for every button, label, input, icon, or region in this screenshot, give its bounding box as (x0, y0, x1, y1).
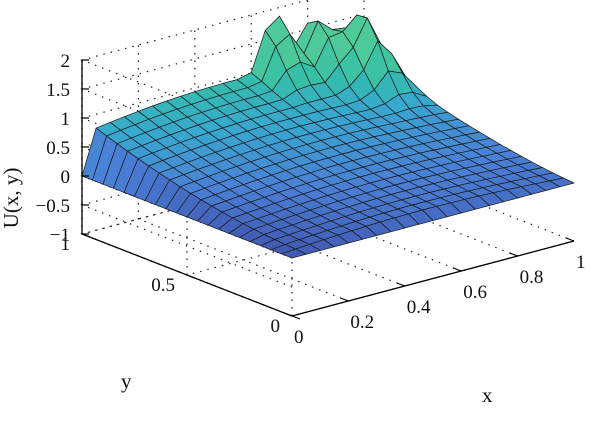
x-tick-5 (565, 237, 575, 242)
x-tick-label: 0.6 (463, 282, 487, 303)
x-tick-label: 0.2 (350, 312, 374, 333)
y-tick-label: 0.5 (151, 275, 175, 296)
z-tick-label: 1.5 (46, 80, 70, 101)
surface-mesh (81, 14, 575, 259)
tick-labels: −1 −0.5 0 0.5 1 1.5 2 0 0.5 1 0 0.2 0.4 0.6 0.8 1 (36, 51, 586, 348)
x-tick-4 (509, 252, 518, 257)
z-tick-label: 2 (61, 51, 71, 72)
x-tick-3 (452, 267, 462, 272)
grid-line-x-1 (137, 45, 349, 302)
z-tick-label: 0 (61, 167, 71, 188)
y-tick-2 (81, 233, 91, 238)
y-tick-label: 1 (61, 234, 71, 255)
y-tick-label: 0 (271, 316, 281, 337)
surface-face-0-0 (281, 248, 307, 259)
y-axis-label: y (121, 369, 132, 393)
z-axis-label: U(x, y) (0, 168, 23, 229)
x-tick-label: 0.4 (407, 297, 431, 318)
x-axis-line (291, 240, 575, 317)
z-tick-label: −0.5 (36, 196, 70, 217)
y-tick-0 (291, 315, 301, 320)
z-tick-label: 0.5 (46, 138, 70, 159)
axes (81, 59, 575, 320)
x-tick-label: 1 (576, 252, 586, 273)
x-tick-2 (396, 282, 406, 287)
x-tick-label: 0.8 (520, 267, 544, 288)
z-tick-label: 1 (61, 109, 71, 130)
x-tick-label: 0 (294, 327, 304, 348)
y-tick-1 (186, 274, 196, 279)
x-tick-0 (283, 312, 293, 317)
x-axis-label: x (482, 383, 493, 407)
x-tick-1 (340, 297, 349, 302)
z-tick-label: −1 (50, 225, 70, 246)
